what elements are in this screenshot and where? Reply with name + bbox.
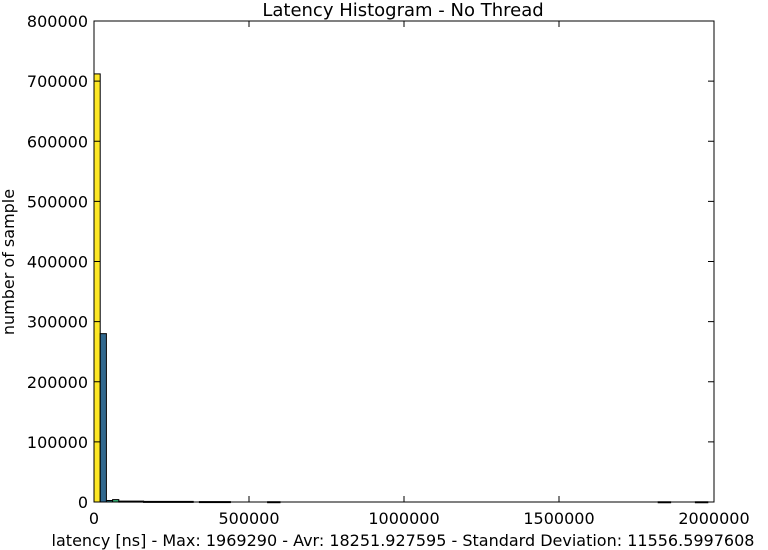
y-tick-label-8: 800000 — [27, 12, 88, 31]
histogram-bar-1 — [99, 333, 107, 503]
x-tick-label-1: 500000 — [218, 509, 279, 528]
y-tick-label-7: 700000 — [27, 72, 88, 91]
x-tick-label-2: 1000000 — [368, 509, 439, 528]
histogram-bar-0 — [93, 73, 101, 503]
y-tick-label-6: 600000 — [27, 132, 88, 151]
x-axis-label: latency [ns] - Max: 1969290 - Avr: 18251… — [52, 531, 755, 550]
y-tick-label-2: 200000 — [27, 373, 88, 392]
x-tick-label-3: 1500000 — [523, 509, 594, 528]
chart-title: Latency Histogram - No Thread — [262, 0, 543, 21]
y-tick-label-5: 500000 — [27, 192, 88, 211]
y-tick-label-3: 300000 — [27, 313, 88, 332]
y-axis-label: number of sample — [0, 189, 18, 335]
x-tick-label-0: 0 — [89, 509, 99, 528]
axis-ticks: 0 500000 1000000 1500000 2000000 0 100000 20000… — [27, 12, 750, 528]
y-tick-label-1: 100000 — [27, 433, 88, 452]
histogram-bars — [93, 73, 709, 504]
y-tick-label-0: 0 — [78, 493, 88, 512]
plot-frame — [93, 20, 715, 503]
x-tick-label-4: 2000000 — [678, 509, 749, 528]
y-tick-label-4: 400000 — [27, 253, 88, 272]
